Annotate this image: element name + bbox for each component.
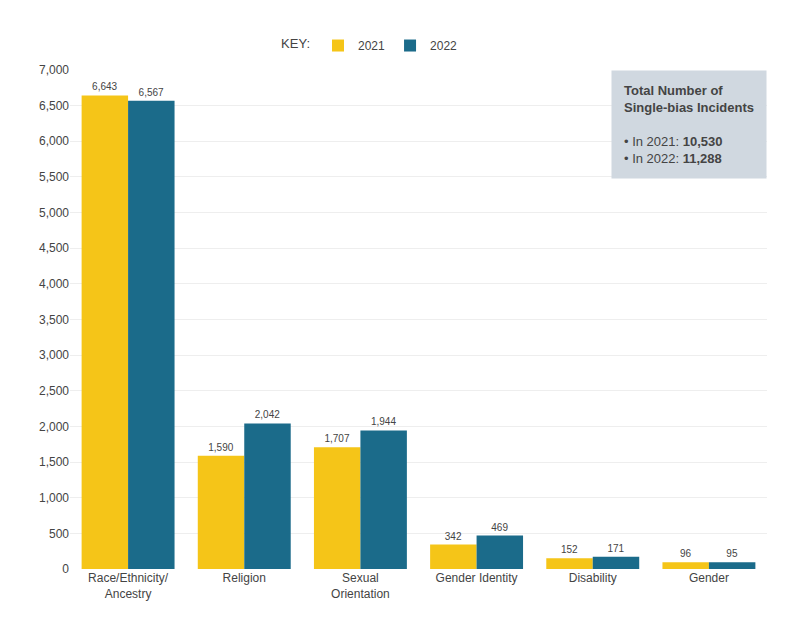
svg-text:4,000: 4,000 (39, 277, 69, 291)
svg-text:96: 96 (680, 548, 692, 559)
svg-text:2,042: 2,042 (255, 409, 280, 420)
svg-text:6,000: 6,000 (39, 134, 69, 148)
svg-text:2022: 2022 (430, 39, 457, 53)
svg-text:Gender Identity: Gender Identity (436, 571, 518, 585)
svg-text:0: 0 (62, 562, 69, 576)
svg-text:1,707: 1,707 (324, 433, 349, 444)
svg-text:2021: 2021 (358, 39, 385, 53)
svg-text:6,567: 6,567 (139, 87, 164, 98)
svg-text:Religion: Religion (223, 571, 266, 585)
svg-text:342: 342 (445, 531, 462, 542)
svg-text:152: 152 (561, 544, 578, 555)
svg-text:4,500: 4,500 (39, 241, 69, 255)
svg-text:1,944: 1,944 (371, 416, 396, 427)
svg-text:1,500: 1,500 (39, 455, 69, 469)
svg-text:Gender: Gender (689, 571, 729, 585)
svg-text:171: 171 (607, 543, 624, 554)
svg-text:6,500: 6,500 (39, 99, 69, 113)
svg-text:Race/Ethnicity/Ancestry: Race/Ethnicity/Ancestry (88, 571, 169, 601)
svg-text:7,000: 7,000 (39, 63, 69, 77)
svg-text:1,590: 1,590 (208, 442, 233, 453)
svg-text:500: 500 (49, 527, 69, 541)
svg-text:KEY:: KEY: (281, 36, 310, 51)
svg-text:469: 469 (491, 522, 508, 533)
svg-text:1,000: 1,000 (39, 491, 69, 505)
svg-text:SexualOrientation: SexualOrientation (331, 571, 390, 601)
svg-text:2,500: 2,500 (39, 384, 69, 398)
svg-text:Disability: Disability (569, 571, 617, 585)
svg-text:Total Number ofSingle-bias Inc: Total Number ofSingle-bias Incidents• In… (624, 83, 754, 166)
svg-text:5,500: 5,500 (39, 170, 69, 184)
svg-text:6,643: 6,643 (92, 81, 117, 92)
svg-text:3,500: 3,500 (39, 313, 69, 327)
svg-text:2,000: 2,000 (39, 420, 69, 434)
svg-text:95: 95 (726, 548, 738, 559)
svg-text:5,000: 5,000 (39, 206, 69, 220)
svg-text:3,000: 3,000 (39, 348, 69, 362)
